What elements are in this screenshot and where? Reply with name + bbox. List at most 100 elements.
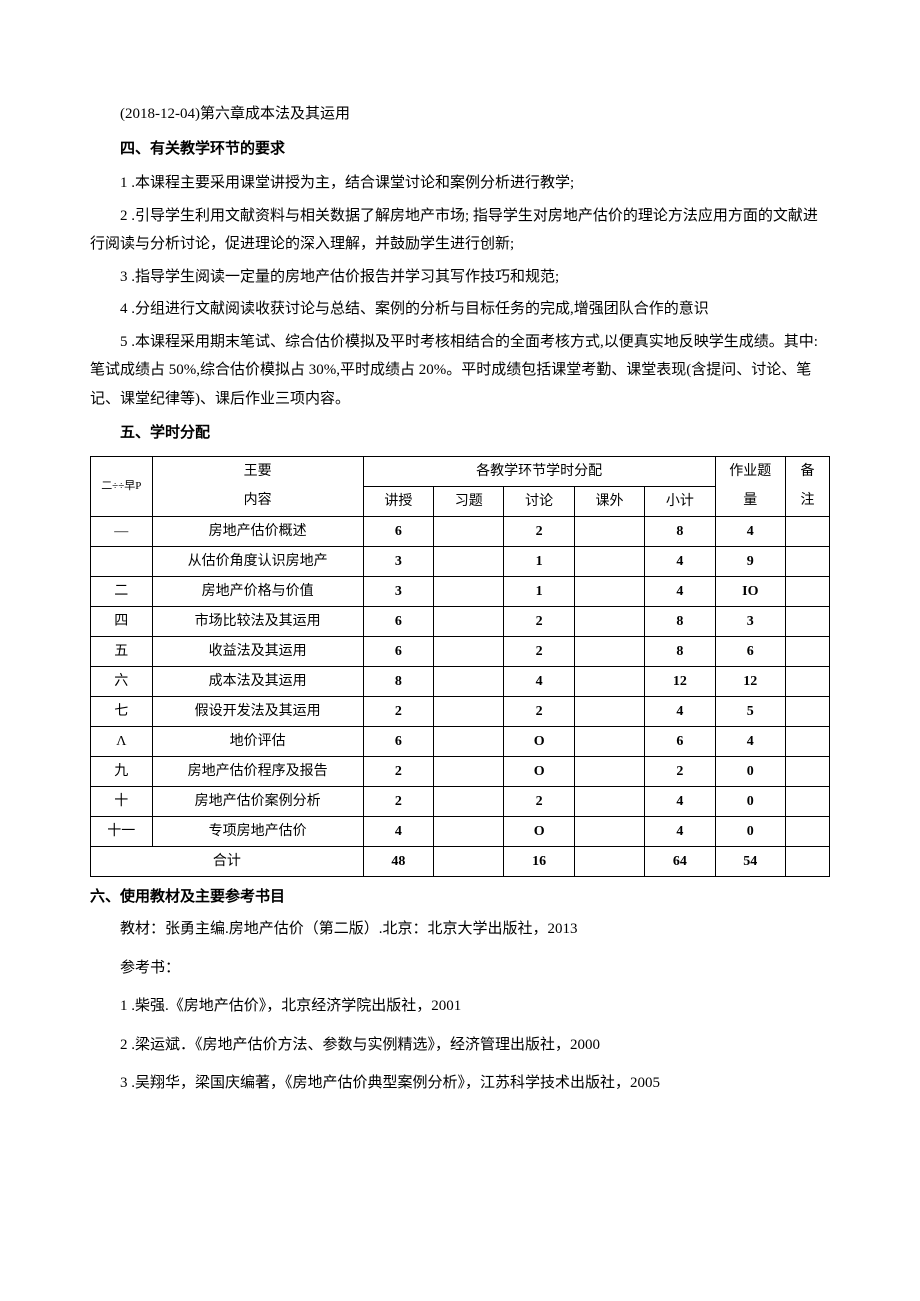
cell-ex — [434, 576, 504, 606]
cell-note — [785, 576, 829, 606]
section4-item: 4 .分组进行文献阅读收获讨论与总结、案例的分析与目标任务的完成,增强团队合作的… — [90, 295, 830, 324]
cell-sub: 12 — [645, 666, 715, 696]
cell-lec: 6 — [363, 726, 433, 756]
cell-content: 成本法及其运用 — [152, 666, 363, 696]
cell-out — [574, 606, 644, 636]
th-sub: 习题 — [434, 486, 504, 516]
cell-sub: 8 — [645, 636, 715, 666]
th-sub: 讲授 — [363, 486, 433, 516]
th-distrib: 各教学环节学时分配 — [363, 456, 715, 486]
section4-item: 2 .引导学生利用文献资料与相关数据了解房地产市场; 指导学生对房地产估价的理论… — [90, 202, 830, 259]
cell-ex — [434, 816, 504, 846]
ref-item: 3 .吴翔华，梁国庆编著，《房地产估价典型案例分析》，江苏科学技术出版社，200… — [90, 1069, 830, 1098]
section4-item: 5 .本课程采用期末笔试、综合估价模拟及平时考核相结合的全面考核方式,以便真实地… — [90, 328, 830, 414]
cell-disc: 1 — [504, 576, 574, 606]
section4-item: 1 .本课程主要采用课堂讲授为主，结合课堂讨论和案例分析进行教学; — [90, 169, 830, 198]
total-ex — [434, 846, 504, 876]
cell-hw: 6 — [715, 636, 785, 666]
cell-hw: 12 — [715, 666, 785, 696]
cell-hw: IO — [715, 576, 785, 606]
th-note-top: 备 — [785, 456, 829, 486]
cell-lec: 6 — [363, 636, 433, 666]
cell-sub: 4 — [645, 696, 715, 726]
cell-sub: 4 — [645, 546, 715, 576]
cell-lec: 2 — [363, 786, 433, 816]
cell-chapter: 十 — [91, 786, 153, 816]
ref-item: 1 .柴强.《房地产估价》，北京经济学院出版社，2001 — [90, 992, 830, 1021]
cell-content: 假设开发法及其运用 — [152, 696, 363, 726]
cell-sub: 8 — [645, 606, 715, 636]
cell-content: 房地产估价程序及报告 — [152, 756, 363, 786]
cell-note — [785, 726, 829, 756]
table-row: Λ地价评估6O64 — [91, 726, 830, 756]
table-row: 九房地产估价程序及报告2O20 — [91, 756, 830, 786]
cell-hw: 3 — [715, 606, 785, 636]
total-label: 合计 — [91, 846, 364, 876]
cell-ex — [434, 696, 504, 726]
section6-heading: 六、使用教材及主要参考书目 — [90, 883, 830, 912]
cell-chapter: 四 — [91, 606, 153, 636]
cell-content: 房地产价格与价值 — [152, 576, 363, 606]
cell-disc: 1 — [504, 546, 574, 576]
cell-content: 地价评估 — [152, 726, 363, 756]
cell-chapter: Λ — [91, 726, 153, 756]
cell-disc: 2 — [504, 516, 574, 546]
cell-note — [785, 666, 829, 696]
cell-out — [574, 816, 644, 846]
cell-lec: 4 — [363, 816, 433, 846]
cell-ex — [434, 786, 504, 816]
cell-hw: 4 — [715, 516, 785, 546]
cell-lec: 2 — [363, 756, 433, 786]
cell-ex — [434, 546, 504, 576]
cell-note — [785, 546, 829, 576]
section4-item: 3 .指导学生阅读一定量的房地产估价报告并学习其写作技巧和规范; — [90, 263, 830, 292]
cell-disc: O — [504, 726, 574, 756]
total-sub: 64 — [645, 846, 715, 876]
cell-ex — [434, 756, 504, 786]
cell-chapter: — — [91, 516, 153, 546]
hours-table: 二÷÷早P 王要 各教学环节学时分配 作业题 备 内容 讲授 习题 讨论 课外 … — [90, 456, 830, 877]
cell-sub: 4 — [645, 786, 715, 816]
ref-item: 2 .梁运斌．《房地产估价方法、参数与实例精选》，经济管理出版社，2000 — [90, 1031, 830, 1060]
cell-lec: 3 — [363, 576, 433, 606]
total-out — [574, 846, 644, 876]
table-row: 五收益法及其运用6286 — [91, 636, 830, 666]
cell-hw: 0 — [715, 816, 785, 846]
cell-sub: 8 — [645, 516, 715, 546]
cell-out — [574, 786, 644, 816]
cell-disc: 2 — [504, 636, 574, 666]
total-hw: 54 — [715, 846, 785, 876]
table-row: 从估价角度认识房地产3149 — [91, 546, 830, 576]
cell-hw: 5 — [715, 696, 785, 726]
cell-chapter: 十一 — [91, 816, 153, 846]
cell-content: 市场比较法及其运用 — [152, 606, 363, 636]
th-content-bottom: 内容 — [152, 486, 363, 516]
cell-out — [574, 756, 644, 786]
cell-content: 房地产估价案例分析 — [152, 786, 363, 816]
cell-ex — [434, 516, 504, 546]
cell-ex — [434, 636, 504, 666]
cell-note — [785, 816, 829, 846]
table-row: 十一专项房地产估价4O40 — [91, 816, 830, 846]
cell-content: 房地产估价概述 — [152, 516, 363, 546]
table-row: 七假设开发法及其运用2245 — [91, 696, 830, 726]
cell-ex — [434, 726, 504, 756]
cell-out — [574, 546, 644, 576]
cell-chapter — [91, 546, 153, 576]
cell-note — [785, 786, 829, 816]
cell-lec: 2 — [363, 696, 433, 726]
cell-content: 收益法及其运用 — [152, 636, 363, 666]
cell-note — [785, 696, 829, 726]
textbook: 教材：张勇主编.房地产估价（第二版）.北京：北京大学出版社，2013 — [90, 915, 830, 944]
total-lec: 48 — [363, 846, 433, 876]
ref-label: 参考书： — [90, 954, 830, 983]
th-chapter: 二÷÷早P — [91, 456, 153, 516]
cell-out — [574, 516, 644, 546]
th-sub: 讨论 — [504, 486, 574, 516]
top-line: (2018-12-04)第六章成本法及其运用 — [90, 100, 830, 129]
cell-hw: 9 — [715, 546, 785, 576]
cell-chapter: 九 — [91, 756, 153, 786]
cell-hw: 0 — [715, 786, 785, 816]
table-row: 十房地产估价案例分析2240 — [91, 786, 830, 816]
cell-chapter: 五 — [91, 636, 153, 666]
